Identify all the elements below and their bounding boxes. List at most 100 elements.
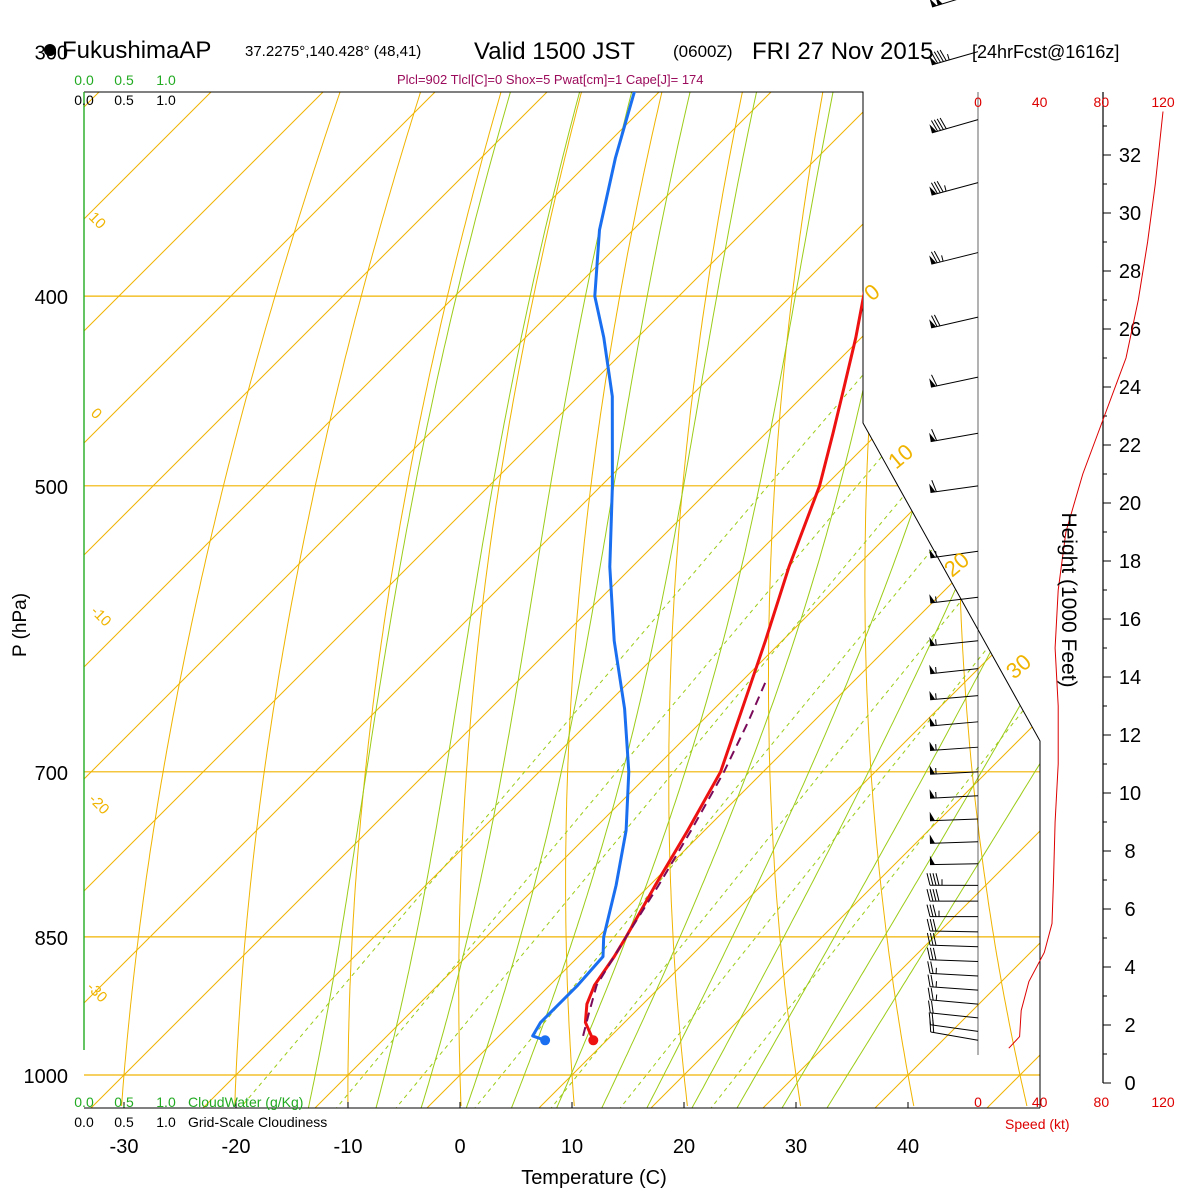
- wind-barb: [929, 717, 979, 727]
- temperature-tick-label: -30: [110, 1136, 139, 1158]
- mixing-ratio-label: 8: [546, 1111, 564, 1129]
- station-name: FukushimaAP: [62, 37, 211, 64]
- wind-barb-flag: [931, 315, 938, 327]
- surface-temperature-dot: [588, 1035, 599, 1046]
- mixing-ratio-line: [704, 295, 1040, 1108]
- moist-adiabat-line: [821, 92, 1040, 1108]
- wind-barb-pennant: [929, 432, 936, 442]
- wind-barb-staff: [930, 695, 979, 701]
- axes-layer: 2503004005007008501000-30-20-10010203040…: [24, 43, 1175, 1158]
- temperature-tick-label: 40: [897, 1136, 919, 1158]
- forecast-info: [24hrFcst@1616z]: [972, 42, 1119, 62]
- wind-barb-staff: [929, 841, 979, 844]
- wind-barb: [929, 594, 979, 604]
- mixing-ratio-line: [388, 295, 1040, 1108]
- height-tick-label: 20: [1119, 493, 1141, 515]
- wind-barb-staff: [929, 930, 979, 933]
- wind-barb-pennant: [929, 56, 937, 65]
- wind-barb-staff: [930, 485, 979, 493]
- wind-barb-flag: [931, 480, 937, 492]
- wind-barb: [929, 636, 979, 647]
- wind-barb-pennant: [929, 765, 936, 775]
- wind-barb-staff: [930, 1031, 979, 1041]
- wind-barb-flag: [926, 918, 931, 932]
- height-tick-label: 14: [1119, 667, 1141, 689]
- wind-barb-pennant: [929, 834, 935, 844]
- dry-adiabat-line: [957, 92, 1028, 1107]
- wind-barb: [926, 873, 979, 886]
- wind-barb-flag: [927, 987, 931, 1000]
- wind-barb-staff: [930, 972, 979, 977]
- stability-indices: Plcl=902 Tlcl[C]=0 Shox=5 Pwat[cm]=1 Cap…: [397, 72, 704, 87]
- wind-barb-flag: [929, 904, 934, 917]
- cloud-water-tick-bottom: 0.5: [114, 1094, 134, 1110]
- wind-barb-half-flag: [935, 596, 937, 603]
- surface-dewpoint-dot: [540, 1035, 551, 1046]
- wind-speed-tick-top: 40: [1032, 94, 1048, 110]
- isotherm-line: [426, 92, 1040, 1108]
- pressure-tick-label: 400: [35, 287, 68, 309]
- wind-barb: [928, 1000, 979, 1019]
- wind-barb-flag: [935, 888, 940, 902]
- isotherm-line: [538, 92, 1040, 1108]
- wind-barb-flag: [929, 873, 934, 886]
- temperature-tick-label: -10: [334, 1136, 363, 1158]
- wind-barb: [929, 0, 957, 8]
- cloud-water-title: CloudWater (g/Kg): [188, 1094, 303, 1110]
- wind-barb-half-flag: [947, 53, 950, 61]
- cloudiness-tick-top: 1.0: [156, 92, 176, 108]
- cloud-water-tick-bottom: 0.0: [74, 1094, 94, 1110]
- wind-barb: [929, 741, 979, 751]
- wind-barb-pennant: [929, 664, 936, 674]
- wind-barb-half-flag: [935, 994, 938, 1001]
- wind-barb-staff: [930, 640, 979, 647]
- dry-adiabat-line: [767, 92, 824, 1107]
- moist-adiabat-line: [418, 92, 686, 1108]
- wind-speed-title: Speed (kt): [1005, 1116, 1070, 1132]
- wind-barb-pennant: [929, 255, 937, 265]
- cloud-water-tick-top: 1.0: [156, 72, 176, 88]
- wind-barb-flag: [931, 1000, 934, 1014]
- wind-barb-staff: [930, 550, 979, 559]
- temperature-tick-label: 10: [561, 1136, 583, 1158]
- wind-barb: [929, 314, 979, 329]
- temperature-tick-label: -20: [222, 1136, 251, 1158]
- dry-adiabat-line: [864, 92, 915, 1107]
- height-tick-label: 6: [1124, 899, 1135, 921]
- wind-barb-staff: [930, 432, 979, 443]
- wind-barb: [929, 549, 979, 559]
- wind-barb-staff: [930, 668, 979, 675]
- valid-utc: (0600Z): [673, 42, 733, 61]
- wind-barb-flag: [932, 888, 937, 902]
- isotherm-line: [874, 92, 1040, 1108]
- wind-speed-profile: [1008, 111, 1164, 1049]
- wind-barb: [929, 250, 979, 265]
- wind-barb: [929, 664, 979, 675]
- moist-adiabat-line: [686, 92, 1040, 1108]
- wind-barb-staff: [929, 818, 979, 822]
- mixing-ratio-line: [613, 295, 1040, 1108]
- wind-barb-staff: [931, 316, 979, 329]
- wind-barb-half-flag: [935, 551, 937, 558]
- wind-barb-flag: [926, 904, 931, 917]
- wind-barbs: [926, 0, 979, 1055]
- isotherm-label: -10: [87, 603, 114, 630]
- isotherm-line: [1099, 92, 1200, 1108]
- isotherm-label: -20: [85, 791, 112, 818]
- isotherm-label: 0: [87, 405, 105, 423]
- cloudiness-title: Grid-Scale Cloudiness: [188, 1114, 327, 1130]
- frame-outline: [84, 91, 1041, 1108]
- isotherm-line: [762, 92, 1040, 1108]
- isotherm-label: 10: [85, 209, 109, 233]
- wind-barb-staff: [929, 944, 979, 948]
- wind-barb-staff: [930, 746, 979, 751]
- wind-barb-flag: [926, 932, 931, 946]
- wind-barb: [929, 855, 979, 866]
- wind-barb-flag: [926, 888, 931, 902]
- wind-barb-pennant: [929, 549, 936, 558]
- dry-adiabat-line: [458, 92, 582, 1107]
- moist-adiabat-line: [776, 92, 1040, 1108]
- height-tick-label: 28: [1119, 261, 1141, 283]
- isotherm-line: [650, 92, 1040, 1108]
- wind-barb-pennant: [929, 855, 935, 865]
